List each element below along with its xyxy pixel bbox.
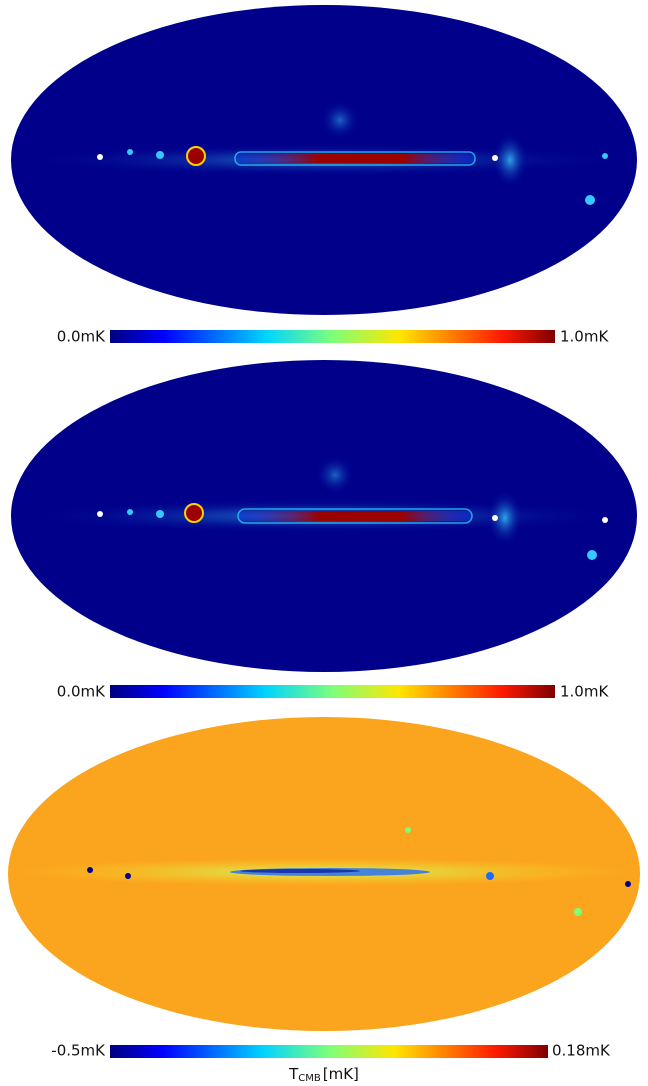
sky-map	[11, 5, 637, 315]
colorbar: 0.0mK 1.0mK	[57, 328, 610, 346]
colorbar-min-label: -0.5mK	[51, 1042, 106, 1060]
sky-map	[11, 360, 637, 672]
colorbar-max-label: 1.0mK	[560, 328, 609, 346]
colorbar-max-label: 0.18mK	[552, 1042, 611, 1060]
colorbar-title: TCMB [mK]	[288, 1065, 359, 1085]
colorbar-title-unit: [mK]	[323, 1065, 359, 1083]
colorbar: 0.0mK 1.0mK	[57, 683, 610, 701]
colorbar-min-label: 0.0mK	[57, 328, 106, 346]
sky-map	[8, 717, 640, 1031]
colorbar-title-subscript: CMB	[298, 1073, 321, 1084]
colorbar: -0.5mK 0.18mK TCMB [mK]	[51, 1042, 611, 1085]
colorbar-title-symbol: T	[288, 1065, 299, 1083]
colorbar-min-label: 0.0mK	[57, 683, 106, 701]
colorbar-max-label: 1.0mK	[560, 683, 609, 701]
